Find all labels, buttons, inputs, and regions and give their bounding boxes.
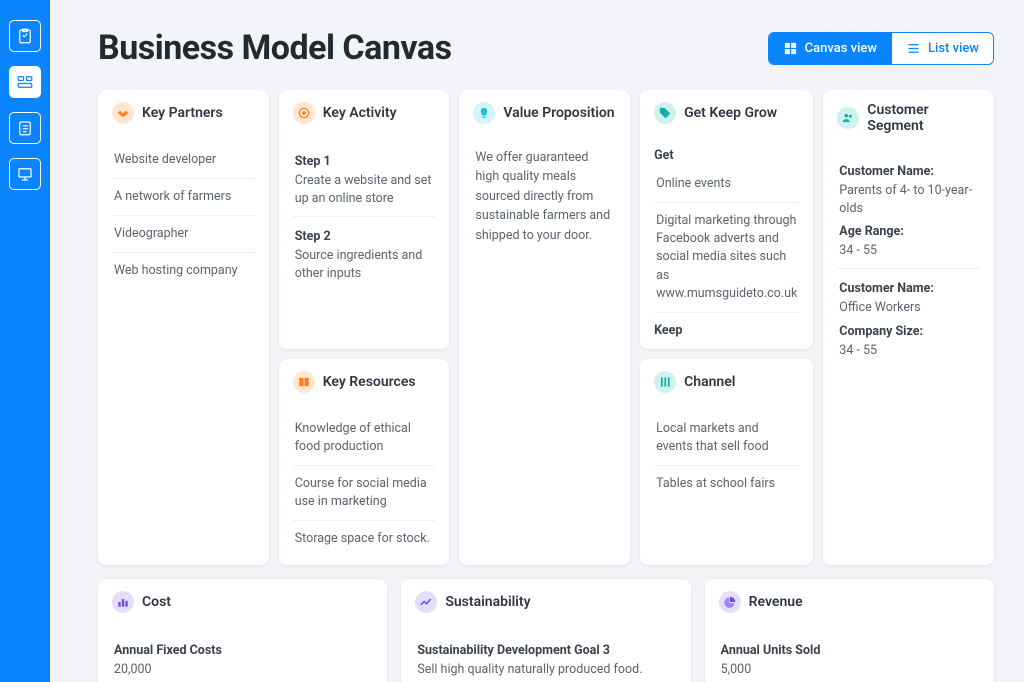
kv-row: Annual Units Sold 5,000: [719, 631, 980, 682]
handshake-icon: [112, 102, 134, 124]
card-title: Cost: [142, 594, 171, 610]
kv-row: Annual Fixed Costs 20,000: [112, 631, 373, 682]
list-view-label: List view: [928, 41, 979, 56]
field-label: Company Size:: [839, 324, 978, 339]
nav-list-icon[interactable]: [9, 112, 41, 144]
book-icon: [293, 371, 315, 393]
target-icon: [293, 102, 315, 124]
list-item: Course for social media use in marketing: [293, 466, 436, 521]
field-value: 34 - 55: [839, 242, 978, 260]
view-toggle: Canvas view List view: [768, 32, 994, 65]
field-label: Customer Name:: [839, 164, 978, 179]
field-label: Sustainability Development Goal 3: [417, 643, 674, 658]
card-title: Key Resources: [323, 374, 416, 390]
card-title: Revenue: [749, 594, 803, 610]
nav-present-icon[interactable]: [9, 158, 41, 190]
main-content: Business Model Canvas Canvas view List v…: [50, 0, 1024, 682]
sliders-icon: [654, 371, 676, 393]
gkg-section-label: Keep: [654, 319, 799, 338]
bar-chart-icon: [112, 591, 134, 613]
field-value: Parents of 4- to 10-year-olds: [839, 182, 978, 218]
list-item: Local markets and events that sell food: [654, 411, 799, 466]
canvas-bottom-grid: Cost Annual Fixed Costs 20,000 Annual Va…: [98, 579, 994, 682]
gkg-section-label: Get: [654, 148, 799, 163]
header: Business Model Canvas Canvas view List v…: [98, 28, 994, 68]
card-sustainability: Sustainability Sustainability Developmen…: [401, 579, 690, 682]
card-title: Key Partners: [142, 105, 223, 121]
card-title: Sustainability: [445, 594, 530, 610]
field-value: 5,000: [721, 661, 978, 679]
canvas-view-button[interactable]: Canvas view: [769, 33, 891, 64]
card-title: Value Proposition: [503, 105, 614, 121]
card-key-partners: Key Partners Website developer A network…: [98, 90, 269, 565]
field-label: Annual Units Sold: [721, 643, 978, 658]
list-item: Storage space for stock.: [293, 521, 436, 557]
step-text: Create a website and set up an online st…: [295, 172, 434, 208]
list-item: Online events: [654, 166, 799, 203]
list-view-button[interactable]: List view: [891, 33, 993, 64]
segment-block: Customer Name: Office Workers Company Si…: [837, 269, 980, 367]
trend-icon: [415, 591, 437, 613]
sidebar: [0, 0, 50, 682]
list-item: Digital marketing through Facebook adver…: [654, 203, 799, 313]
value-prop-text: We offer guaranteed high quality meals s…: [473, 142, 616, 251]
step-text: Source ingredients and other inputs: [295, 247, 434, 283]
page-title: Business Model Canvas: [98, 28, 452, 68]
field-value: Office Workers: [839, 299, 978, 317]
nav-canvas-icon[interactable]: [9, 66, 41, 98]
card-title: Customer Segment: [867, 102, 980, 134]
key-partners-list: Website developer A network of farmers V…: [112, 142, 255, 290]
card-key-resources: Key Resources Knowledge of ethical food …: [279, 359, 450, 566]
field-value: Sell high quality naturally produced foo…: [417, 661, 674, 679]
field-value: 34 - 55: [839, 342, 978, 360]
field-label: Annual Fixed Costs: [114, 643, 371, 658]
field-value: 20,000: [114, 661, 371, 679]
pie-icon: [719, 591, 741, 613]
activity-step: Step 2 Source ingredients and other inpu…: [293, 217, 436, 291]
step-label: Step 1: [295, 154, 434, 169]
card-value-proposition: Value Proposition We offer guaranteed hi…: [459, 90, 630, 565]
card-title: Get Keep Grow: [684, 105, 777, 121]
list-item: Knowledge of ethical food production: [293, 411, 436, 466]
tag-icon: [654, 102, 676, 124]
list-item: Website developer: [112, 142, 255, 179]
kv-row: Sustainability Development Goal 3 Sell h…: [415, 631, 676, 682]
users-icon: [837, 107, 859, 129]
card-revenue: Revenue Annual Units Sold 5,000 Annual R…: [705, 579, 994, 682]
card-cost: Cost Annual Fixed Costs 20,000 Annual Va…: [98, 579, 387, 682]
canvas-view-label: Canvas view: [805, 41, 877, 56]
activity-step: Step 1 Create a website and set up an on…: [293, 142, 436, 217]
list-item: Videographer: [112, 216, 255, 253]
list-item: Web hosting company: [112, 253, 255, 289]
step-label: Step 2: [295, 229, 434, 244]
lightbulb-icon: [473, 102, 495, 124]
card-customer-segment: Customer Segment Customer Name: Parents …: [823, 90, 994, 565]
field-label: Age Range:: [839, 224, 978, 239]
card-key-activity: Key Activity Step 1 Create a website and…: [279, 90, 450, 349]
canvas-top-grid: Key Partners Website developer A network…: [98, 90, 994, 565]
segment-block: Customer Name: Parents of 4- to 10-year-…: [837, 152, 980, 269]
card-get-keep-grow: Get Keep Grow Get Online events Digital …: [640, 90, 813, 349]
card-title: Channel: [684, 374, 735, 390]
list-icon: [906, 41, 921, 56]
card-channel: Channel Local markets and events that se…: [640, 359, 813, 566]
list-item: A network of farmers: [112, 179, 255, 216]
card-title: Key Activity: [323, 105, 397, 121]
field-label: Customer Name:: [839, 281, 978, 296]
grid-icon: [783, 41, 798, 56]
nav-clipboard-icon[interactable]: [9, 20, 41, 52]
list-item: Tables at school fairs: [654, 466, 799, 502]
